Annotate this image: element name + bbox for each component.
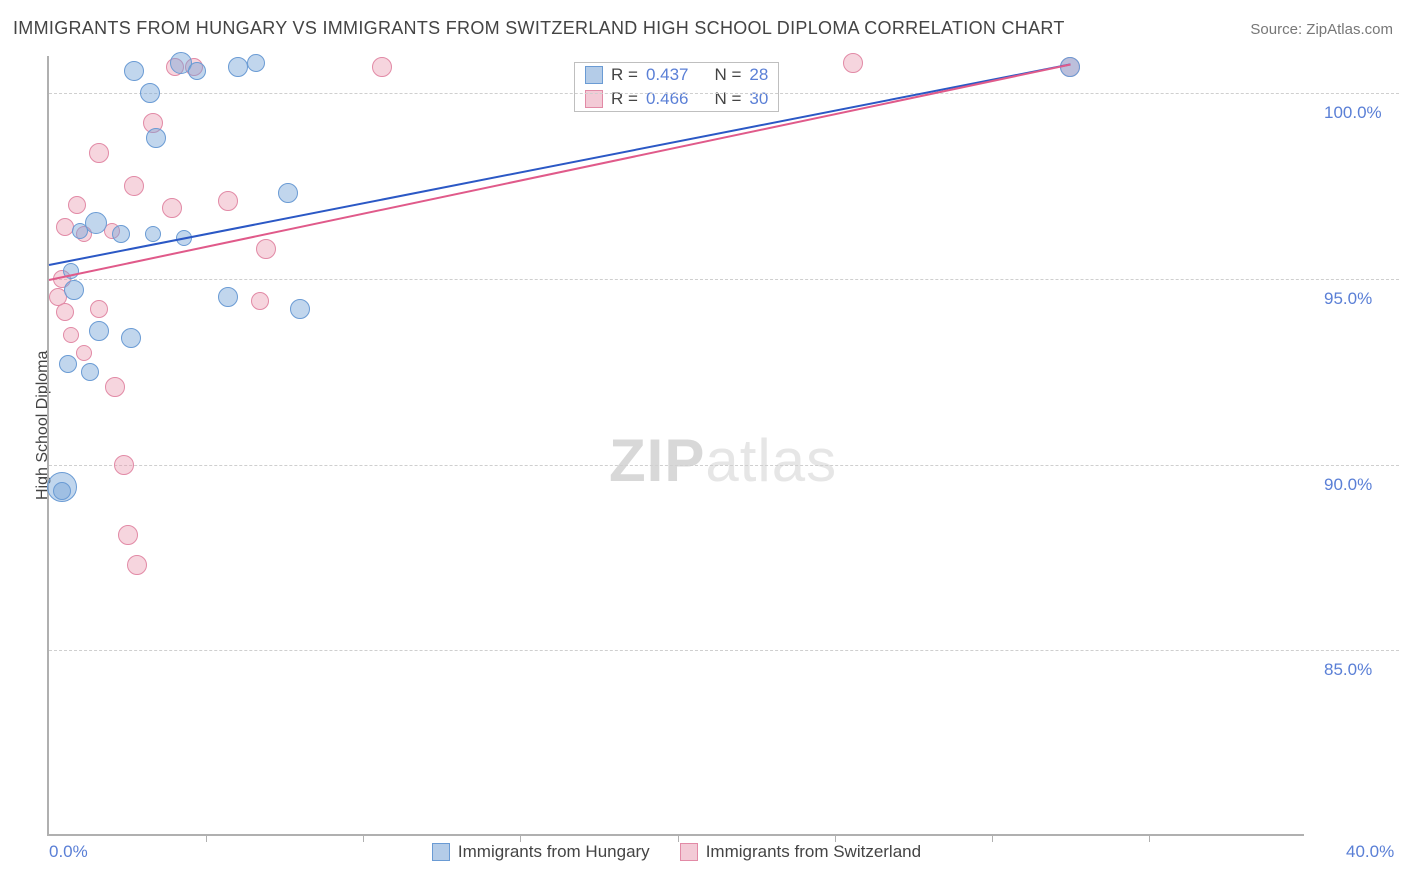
legend-r-value: 0.437 bbox=[646, 65, 689, 85]
legend-series-label: Immigrants from Hungary bbox=[458, 842, 650, 862]
data-point bbox=[1060, 57, 1080, 77]
legend-series-label: Immigrants from Switzerland bbox=[706, 842, 921, 862]
data-point bbox=[372, 57, 392, 77]
data-point bbox=[843, 53, 863, 73]
watermark: ZIPatlas bbox=[609, 426, 837, 495]
data-point bbox=[53, 482, 71, 500]
data-point bbox=[146, 128, 166, 148]
legend-row: R =0.437N =28 bbox=[575, 63, 778, 87]
gridline-h bbox=[49, 465, 1399, 466]
data-point bbox=[72, 223, 88, 239]
gridline-h bbox=[49, 650, 1399, 651]
legend-swatch bbox=[680, 843, 698, 861]
legend-n-value: 28 bbox=[749, 65, 768, 85]
source-link[interactable]: ZipAtlas.com bbox=[1306, 21, 1393, 38]
legend-series-item: Immigrants from Switzerland bbox=[680, 842, 921, 862]
data-point bbox=[63, 327, 79, 343]
x-tick bbox=[206, 834, 207, 842]
x-tick bbox=[520, 834, 521, 842]
legend-swatch bbox=[585, 66, 603, 84]
data-point bbox=[251, 292, 269, 310]
data-point bbox=[56, 218, 74, 236]
data-point bbox=[59, 355, 77, 373]
data-point bbox=[162, 198, 182, 218]
y-tick-label: 90.0% bbox=[1324, 475, 1391, 495]
data-point bbox=[145, 226, 161, 242]
source-label: Source: ZipAtlas.com bbox=[1250, 21, 1393, 38]
x-tick-label: 0.0% bbox=[49, 842, 88, 862]
data-point bbox=[81, 363, 99, 381]
trend-line bbox=[49, 63, 1071, 280]
gridline-h bbox=[49, 93, 1399, 94]
data-point bbox=[247, 54, 265, 72]
x-tick bbox=[835, 834, 836, 842]
x-tick bbox=[678, 834, 679, 842]
plot-area-wrap: ZIPatlas R =0.437N =28R =0.466N =30 Immi… bbox=[47, 56, 1397, 836]
data-point bbox=[85, 212, 107, 234]
data-point bbox=[124, 176, 144, 196]
y-tick-label: 100.0% bbox=[1324, 103, 1391, 123]
data-point bbox=[112, 225, 130, 243]
data-point bbox=[114, 455, 134, 475]
data-point bbox=[124, 61, 144, 81]
data-point bbox=[290, 299, 310, 319]
data-point bbox=[56, 303, 74, 321]
legend-correlation-box: R =0.437N =28R =0.466N =30 bbox=[574, 62, 779, 112]
legend-swatch bbox=[432, 843, 450, 861]
data-point bbox=[90, 300, 108, 318]
data-point bbox=[64, 280, 84, 300]
data-point bbox=[218, 191, 238, 211]
data-point bbox=[118, 525, 138, 545]
legend-series: Immigrants from Hungary Immigrants from S… bbox=[49, 842, 1304, 862]
plot-area: ZIPatlas R =0.437N =28R =0.466N =30 Immi… bbox=[47, 56, 1304, 836]
legend-series-item: Immigrants from Hungary bbox=[432, 842, 650, 862]
y-tick-label: 85.0% bbox=[1324, 660, 1391, 680]
legend-r-value: 0.466 bbox=[646, 89, 689, 109]
x-tick bbox=[363, 834, 364, 842]
data-point bbox=[121, 328, 141, 348]
data-point bbox=[228, 57, 248, 77]
x-tick-label: 40.0% bbox=[1346, 842, 1394, 862]
chart-title: IMMIGRANTS FROM HUNGARY VS IMMIGRANTS FR… bbox=[13, 18, 1065, 39]
header-row: IMMIGRANTS FROM HUNGARY VS IMMIGRANTS FR… bbox=[13, 18, 1393, 39]
data-point bbox=[218, 287, 238, 307]
data-point bbox=[127, 555, 147, 575]
y-tick-label: 95.0% bbox=[1324, 289, 1391, 309]
x-tick bbox=[1149, 834, 1150, 842]
gridline-h bbox=[49, 279, 1399, 280]
data-point bbox=[89, 143, 109, 163]
x-tick bbox=[992, 834, 993, 842]
data-point bbox=[68, 196, 86, 214]
data-point bbox=[188, 62, 206, 80]
data-point bbox=[278, 183, 298, 203]
data-point bbox=[89, 321, 109, 341]
data-point bbox=[140, 83, 160, 103]
legend-n-value: 30 bbox=[749, 89, 768, 109]
data-point bbox=[76, 345, 92, 361]
data-point bbox=[105, 377, 125, 397]
legend-row: R =0.466N =30 bbox=[575, 87, 778, 111]
data-point bbox=[256, 239, 276, 259]
